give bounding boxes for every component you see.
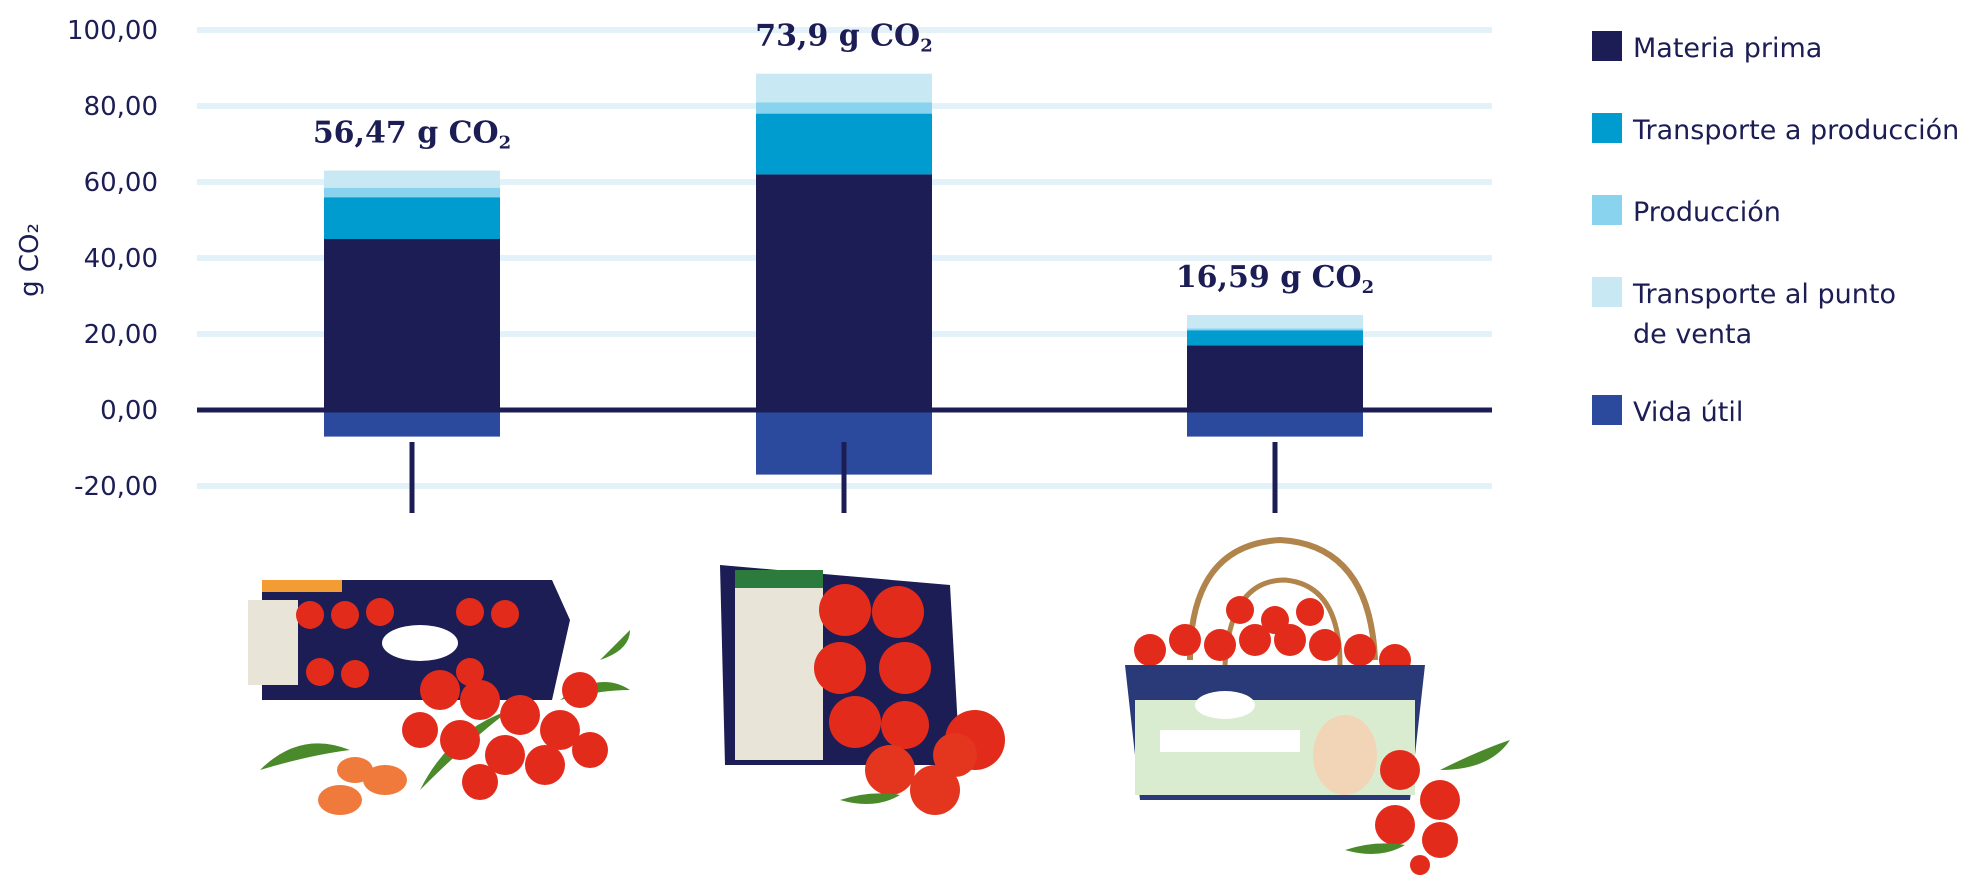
legend-item: Producción [1592,195,1781,228]
y-tick-label: 20,00 [84,320,158,350]
bar-stack [324,170,500,437]
bar-segment [324,197,500,239]
legend-label: Materia prima [1633,33,1822,64]
bar-segment [324,239,500,410]
bar-segment [1187,328,1363,331]
bar-segment [324,170,500,188]
bar-segment [1187,410,1363,437]
bar-segment [1187,315,1363,329]
schlemmer-tomato-package-image [720,565,1005,815]
y-tick-label: -20,00 [74,472,158,502]
legend-swatch [1592,277,1622,307]
total-label: 56,47 g CO2 [313,116,511,154]
bar-segment [756,113,932,175]
legend-label: Transporte a producción [1632,115,1959,146]
y-tick-label: 100,00 [67,16,158,46]
picknick-tomato-basket-image [1125,536,1510,875]
y-tick-label: 0,00 [100,396,158,426]
legend-swatch [1592,395,1622,425]
y-axis-label: g CO₂ [15,223,45,297]
bar-segment [1187,345,1363,410]
total-label: 16,59 g CO2 [1176,260,1374,298]
legend-item: Materia prima [1592,31,1822,64]
y-tick-label: 80,00 [84,92,158,122]
bar-segment [756,73,932,103]
bar-stack [1187,315,1363,437]
bar-segment [324,410,500,437]
legend-swatch [1592,113,1622,143]
legend-item: Transporte al punto de venta [1592,277,1896,350]
bar-segment [324,187,500,198]
legend-swatch [1592,31,1622,61]
bars [324,73,1363,475]
legend-label: Vida útil [1633,397,1743,428]
bar-segment [756,102,932,114]
y-tick-label: 40,00 [84,244,158,274]
legend-swatch [1592,195,1622,225]
legend-label: de venta [1633,319,1752,350]
bar-stack [756,73,932,475]
legend-label: Producción [1633,197,1781,228]
legend-item: Vida útil [1592,395,1743,428]
bar-segment [756,174,932,410]
y-tick-labels: 100,00 80,00 60,00 40,00 20,00 0,00 -20,00 [67,16,158,502]
category-stems [409,442,1278,513]
legend-item: Transporte a producción [1592,113,1959,146]
total-label: 73,9 g CO2 [755,19,932,57]
bar-segment [1187,330,1363,346]
y-tick-label: 60,00 [84,168,158,198]
legend-label: Transporte al punto [1632,279,1896,310]
legend: Materia prima Transporte a producción Prod… [1592,31,1959,428]
total-labels: 56,47 g CO2 73,9 g CO2 16,59 g CO2 [313,19,1374,298]
snack-tomato-package-image [248,580,630,815]
